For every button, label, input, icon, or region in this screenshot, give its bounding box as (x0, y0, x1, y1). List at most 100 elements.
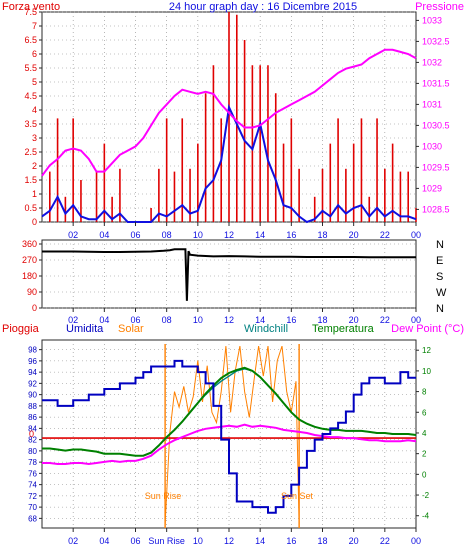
compass-label: W (436, 287, 447, 299)
x-tick-label: 10 (193, 230, 203, 240)
y-tick-label: 6.5 (24, 35, 37, 45)
x-tick-label: 00 (411, 230, 421, 240)
x-tick-label: 14 (255, 230, 265, 240)
y-tick-label: 7.5 (24, 7, 37, 17)
y-tick-label: 6 (422, 408, 427, 417)
y-tick-label: 0 (32, 217, 37, 227)
y-tick-label: 5 (32, 77, 37, 87)
wind-x-ticks: 02 04 06 08 10 12 14 16 18 20 22 00 (68, 222, 421, 240)
y-tick-label: 8 (422, 388, 427, 397)
y-tick-label: 2 (32, 161, 37, 171)
humidity-y-ticks: 68 70 72 74 76 78 80 82 84 86 88 90 92 94 96 98 (28, 346, 42, 523)
y-tick-label: 4.5 (24, 91, 37, 101)
direction-x-ticks: 02 04 06 08 10 12 14 16 18 20 22 00 (68, 308, 421, 325)
y-tick-label: 2 (422, 450, 427, 459)
y-tick-label: 82 (28, 436, 37, 445)
direction-series (42, 248, 416, 301)
temperature-x-ticks: 02 04 06 Sun Rise 10 12 14 16 18 20 22 00 (68, 528, 421, 546)
temperature-line (42, 366, 417, 457)
legend-windchill: Windchill (244, 323, 288, 335)
sunset-label: Sun Set (281, 491, 314, 501)
compass-label: N (436, 303, 444, 315)
y-tick-label: 1032.5 (422, 36, 450, 46)
solar-series (164, 344, 300, 528)
y-tick-label: 1028.5 (422, 204, 450, 214)
y-tick-label: -4 (422, 512, 430, 521)
y-tick-label: 1 (32, 189, 37, 199)
x-tick-label: 18 (317, 536, 327, 546)
y-tick-label: 68 (28, 514, 37, 523)
y-tick-label: 4 (422, 429, 427, 438)
x-tick-label: 14 (255, 536, 265, 546)
x-tick-label: 04 (99, 315, 109, 325)
x-tick-label: 12 (224, 315, 234, 325)
x-tick-label: 04 (99, 536, 109, 546)
humidity-line (42, 359, 416, 514)
pressure-axis-label: Pressione (415, 1, 464, 13)
chart-title: 24 hour graph day : 16 Dicembre 2015 (169, 1, 357, 13)
legend-temperature: Temperatura (312, 323, 375, 335)
y-tick-label: 270 (22, 255, 37, 265)
gust-line (41, 103, 417, 224)
legend-dewpoint: Dew Point (°C) (391, 323, 464, 335)
y-tick-label: 1029.5 (422, 162, 450, 172)
gust-series (41, 103, 417, 224)
y-tick-label: 2.5 (24, 147, 37, 157)
y-tick-label: 76 (28, 469, 37, 478)
y-tick-label: 1.5 (24, 175, 37, 185)
y-tick-label: 12 (422, 346, 431, 355)
y-tick-label: 0.5 (24, 203, 37, 213)
x-tick-label: 02 (68, 230, 78, 240)
x-tick-label: 16 (286, 536, 296, 546)
y-tick-label: 90 (27, 287, 37, 297)
x-tick-label: 10 (193, 315, 203, 325)
y-tick-label: 1029 (422, 183, 442, 193)
x-tick-label: 06 (130, 536, 140, 546)
y-tick-label: 1030 (422, 141, 442, 151)
direction-line (42, 248, 416, 301)
y-tick-label: 72 (28, 492, 37, 501)
y-tick-label: 7 (32, 21, 37, 31)
x-tick-label: 02 (68, 536, 78, 546)
x-tick-label: 20 (349, 230, 359, 240)
x-tick-label: Sun Rise (148, 536, 185, 546)
wind-pressure-panel: 00.511.522.533.544.555.566.577.5 1028.51… (2, 1, 464, 240)
temperature-y-ticks: -4 -2 0 2 4 6 8 10 12 (416, 346, 431, 521)
x-tick-label: 04 (99, 230, 109, 240)
y-tick-label: -2 (422, 491, 430, 500)
x-tick-label: 16 (286, 315, 296, 325)
humidity-series (42, 359, 416, 514)
compass-label: S (436, 271, 443, 283)
y-tick-label: 88 (28, 402, 37, 411)
x-tick-label: 00 (411, 315, 421, 325)
x-tick-label: 20 (349, 536, 359, 546)
y-tick-label: 84 (28, 424, 37, 433)
x-tick-label: 10 (193, 536, 203, 546)
x-tick-label: 18 (317, 315, 327, 325)
compass-label: N (436, 239, 444, 251)
x-tick-label: 12 (224, 230, 234, 240)
pressure-y-ticks: 1028.5 1029 1029.5 1030 1030.5 1031 1031.5 1032… (416, 15, 450, 214)
pressure-series (41, 48, 417, 177)
x-tick-label: 08 (162, 230, 172, 240)
y-tick-label: 86 (28, 413, 37, 422)
y-tick-label: 78 (28, 458, 37, 467)
y-tick-label: 0 (32, 303, 37, 313)
y-tick-label: 10 (422, 367, 431, 376)
y-tick-label: 80 (28, 447, 37, 456)
y-tick-label: 92 (28, 379, 37, 388)
y-tick-label: 180 (22, 271, 37, 281)
y-tick-label: 96 (28, 357, 37, 366)
y-tick-label: 74 (28, 481, 37, 490)
x-tick-label: 08 (162, 315, 172, 325)
x-tick-label: 06 (130, 230, 140, 240)
y-tick-label: 94 (28, 368, 37, 377)
y-tick-label: 90 (28, 391, 37, 400)
x-tick-label: 22 (380, 315, 390, 325)
y-tick-label: 360 (22, 239, 37, 249)
rain-zero-label: 0 (29, 429, 34, 439)
